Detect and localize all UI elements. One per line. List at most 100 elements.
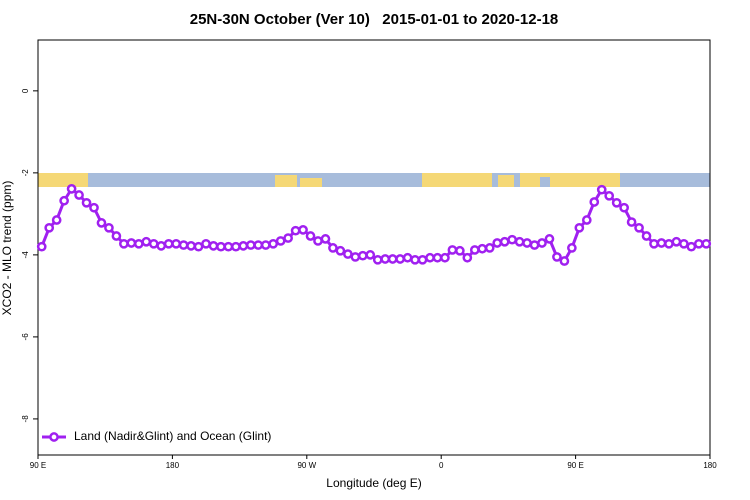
data-point [111,231,122,241]
data-point [402,252,413,263]
data-point [231,241,241,252]
data-point [664,238,674,249]
data-point [313,236,323,246]
data-point [104,222,114,233]
land-band [520,173,620,187]
data-point [484,243,495,253]
legend-marker [49,432,59,442]
x-tick-label: 0 [439,461,444,470]
data-point [611,197,622,208]
data-point [679,238,689,249]
y-tick-label: -8 [21,415,30,423]
data-point [604,190,615,201]
data-point [693,238,704,249]
y-tick-label: -2 [21,169,30,177]
data-point [133,238,144,249]
x-tick-label: 180 [703,461,717,470]
data-point [671,236,682,247]
data-point [537,238,547,248]
data-point [455,245,465,256]
data-point [589,197,600,207]
data-point [656,238,667,248]
y-tick-label: -6 [21,333,30,341]
data-point [417,254,428,265]
data-point [44,222,55,233]
data-point [649,238,659,249]
data-point [477,243,488,254]
legend-label: Land (Nadir&Glint) and Ocean (Glint) [74,429,271,443]
data-point [66,184,77,194]
data-point [320,234,331,244]
data-point [410,254,420,265]
data-point [544,234,555,244]
data-point [74,190,84,200]
y-axis-label: XCO2 - MLO trend (ppm) [0,181,14,316]
x-tick-label: 180 [166,461,180,470]
data-point [529,240,540,250]
data-point [552,252,562,262]
data-point [425,252,435,263]
data-point [372,254,383,265]
data-point [507,234,517,245]
data-point [253,240,264,250]
data-point [469,245,480,255]
ocean-band [540,177,550,187]
data-point [447,245,458,255]
y-tick-label: -4 [21,251,30,259]
x-axis-label: Longitude (deg E) [326,476,421,490]
data-point [514,236,525,247]
data-point [574,222,585,233]
land-band [300,178,322,187]
land-band [498,175,514,187]
data-point [305,231,316,241]
data-point [701,238,712,249]
data-point [51,215,62,225]
data-point [193,241,204,252]
data-point [335,245,346,256]
data-point [208,241,219,251]
data-point [626,217,637,227]
data-point [559,256,570,266]
data-point [201,238,211,249]
data-point [440,252,450,263]
data-point [260,240,271,250]
data-point [223,241,234,252]
data-point [290,225,301,236]
data-point [596,184,607,195]
data-point [581,215,592,225]
data-point [567,243,577,253]
data-point [492,238,503,248]
data-point [59,195,69,206]
data-point [126,238,137,248]
data-point [387,254,398,264]
data-point [641,231,652,241]
land-band [422,173,492,187]
data-point [634,222,644,233]
land-band [38,173,88,187]
data-point [119,238,129,249]
data-point [141,236,152,247]
data-point [163,238,174,249]
data-point [432,252,443,263]
data-point [350,252,361,262]
data-point [238,241,249,251]
y-tick-label: 0 [21,88,30,93]
data-point [178,240,189,250]
data-point [283,233,293,243]
land-ocean-strip [38,173,710,187]
data-point [96,218,107,228]
x-tick-label: 90 W [297,461,316,470]
data-point [499,236,510,247]
data-point [89,202,99,213]
data-point [216,241,226,252]
data-point [619,202,629,213]
x-tick-label: 90 E [567,461,583,470]
data-point [81,197,92,208]
data-point [395,254,405,264]
data-point [343,249,353,259]
data-point [275,236,286,246]
data-point [522,238,532,248]
data-point [268,238,279,249]
data-point [245,240,256,250]
